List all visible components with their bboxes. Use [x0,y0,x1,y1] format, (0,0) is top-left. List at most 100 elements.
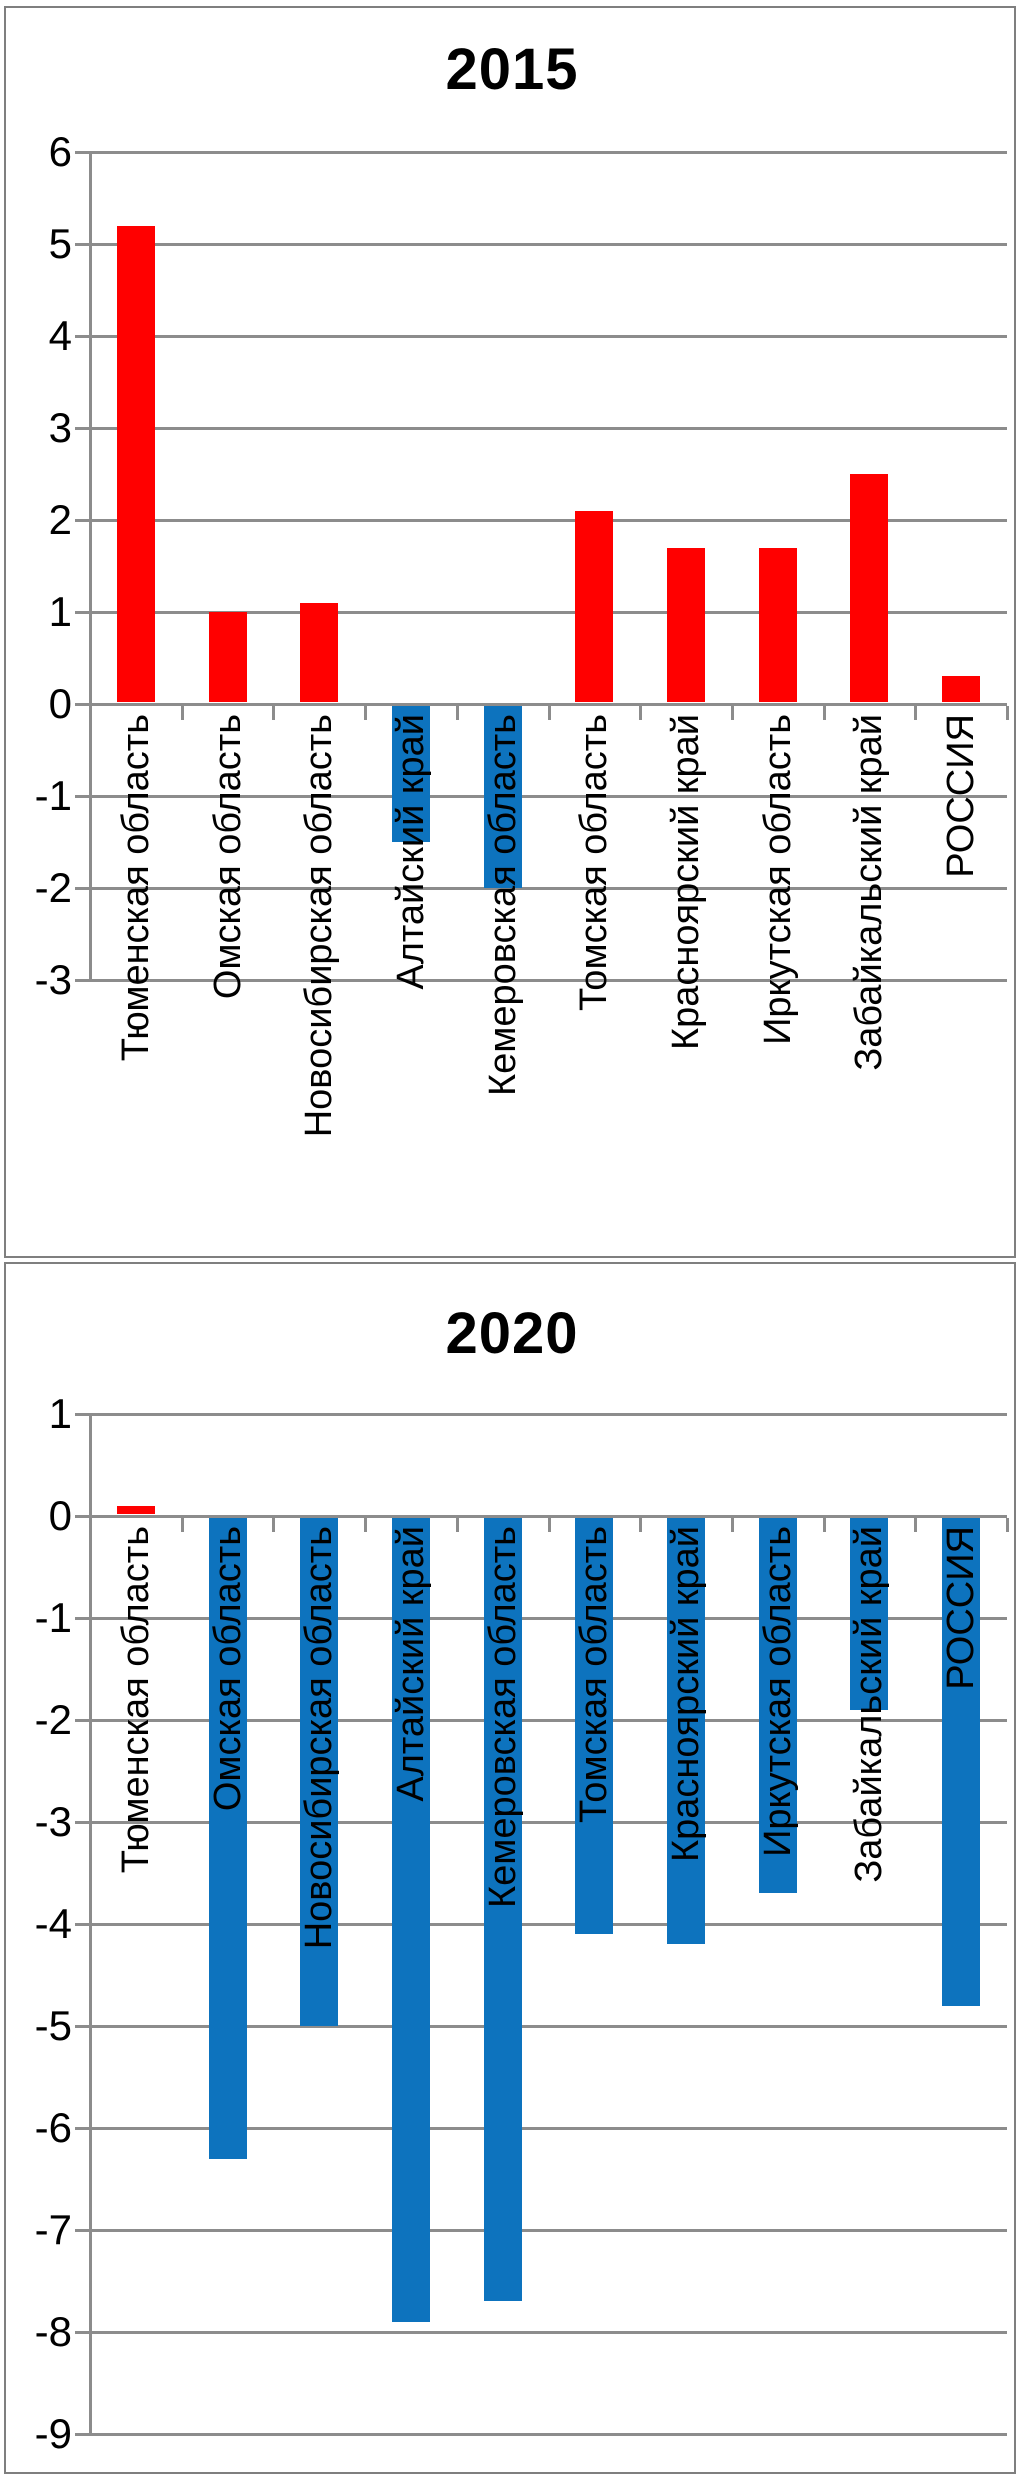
chart-title-2020: 2020 [445,1301,579,1366]
y-axis-tick [75,519,90,522]
category-label: Тюменская область [114,1526,157,1874]
category-label: Кемеровская область [481,1526,524,1908]
category-label: РОССИЯ [940,1526,983,1690]
y-tick-label: 4 [48,312,72,359]
x-axis-tick [89,1518,92,1532]
gridline [90,1515,1007,1518]
chart-panel-2015 [4,6,1016,1258]
x-axis-tick [639,706,643,720]
x-axis-tick [272,706,276,720]
y-tick-label: 1 [48,588,72,635]
y-axis-line [89,151,92,982]
gridline [90,427,1007,430]
x-axis-tick [822,1518,826,1532]
y-axis-tick [75,611,90,614]
y-tick-label: 2 [48,496,72,543]
category-label: Омская область [206,714,249,1000]
chart-title-2015: 2015 [445,37,579,102]
y-axis-tick [75,887,90,890]
gridline [90,1821,1007,1824]
x-axis-tick [914,706,918,720]
y-axis-tick [75,1413,90,1416]
category-label: Забайкальский край [848,714,891,1071]
gridline [90,2025,1007,2028]
x-axis-tick [364,706,368,720]
x-axis-tick [639,1518,643,1532]
gridline [90,2229,1007,2232]
bar-2015-10 [942,676,980,702]
y-tick-label: -9 [34,2410,72,2457]
gridline [90,2433,1007,2436]
bar-2020-7 [667,1518,705,1944]
category-label: Томская область [573,1526,616,1823]
y-axis-tick [75,795,90,798]
y-axis-tick [75,335,90,338]
gridline [90,887,1007,890]
bar-2020-5 [484,1518,522,2301]
x-axis-tick [914,1518,918,1532]
bar-2015-9 [850,474,888,702]
y-axis-tick [75,2331,90,2334]
gridline [90,243,1007,246]
x-axis-tick [822,706,826,720]
y-axis-tick [75,703,90,706]
gridline [90,979,1007,982]
category-label: Новосибирская область [298,714,341,1138]
gridline [90,519,1007,522]
gridline [90,611,1007,614]
gridline [90,1719,1007,1722]
y-axis-tick [75,2229,90,2232]
y-tick-label: 3 [48,404,72,451]
y-axis-tick [75,243,90,246]
y-tick-label: -6 [34,2104,72,2151]
y-tick-label: -2 [34,1696,72,1743]
category-label: Кемеровская область [481,714,524,1096]
category-label: Иркутская область [756,714,799,1045]
x-axis-tick [547,1518,551,1532]
y-tick-label: -1 [34,1594,72,1641]
gridline [90,2127,1007,2130]
y-axis-tick [75,1617,90,1620]
category-label: Красноярский край [665,714,708,1050]
gridline [90,703,1007,706]
y-axis-tick [75,2433,90,2436]
bar-2020-3 [300,1518,338,2026]
bar-2015-4 [392,706,430,842]
category-label: Томская область [573,714,616,1011]
y-axis-tick [75,1821,90,1824]
x-axis-tick [272,1518,276,1532]
y-axis-tick [75,151,90,154]
x-axis-tick [730,1518,734,1532]
y-axis-tick [75,2127,90,2130]
category-label: Забайкальский край [848,1526,891,1883]
x-axis-tick [364,1518,368,1532]
y-axis-tick [75,979,90,982]
y-tick-label: -8 [34,2308,72,2355]
y-axis-tick [75,427,90,430]
y-tick-label: 0 [48,680,72,727]
bar-2015-6 [575,511,613,702]
y-axis-tick [75,1515,90,1518]
y-tick-label: 1 [48,1390,72,1437]
y-tick-label: 5 [48,220,72,267]
y-tick-label: -1 [34,772,72,819]
category-label: Новосибирская область [298,1526,341,1950]
bar-2015-7 [667,548,705,702]
bar-2020-10 [942,1518,980,2006]
bar-2015-8 [759,548,797,702]
y-tick-label: -4 [34,1900,72,1947]
category-label: РОССИЯ [940,714,983,878]
y-tick-label: -3 [34,1798,72,1845]
y-axis-tick [75,1923,90,1926]
x-axis-tick [455,706,459,720]
x-axis-tick [455,1518,459,1532]
x-axis-tick [89,706,92,720]
category-label: Алтайский край [389,1526,432,1802]
y-tick-label: -3 [34,956,72,1003]
category-label: Омская область [206,1526,249,1812]
gridline [90,2331,1007,2334]
bar-2020-8 [759,1518,797,1893]
y-tick-label: 0 [48,1492,72,1539]
gridline [90,1617,1007,1620]
